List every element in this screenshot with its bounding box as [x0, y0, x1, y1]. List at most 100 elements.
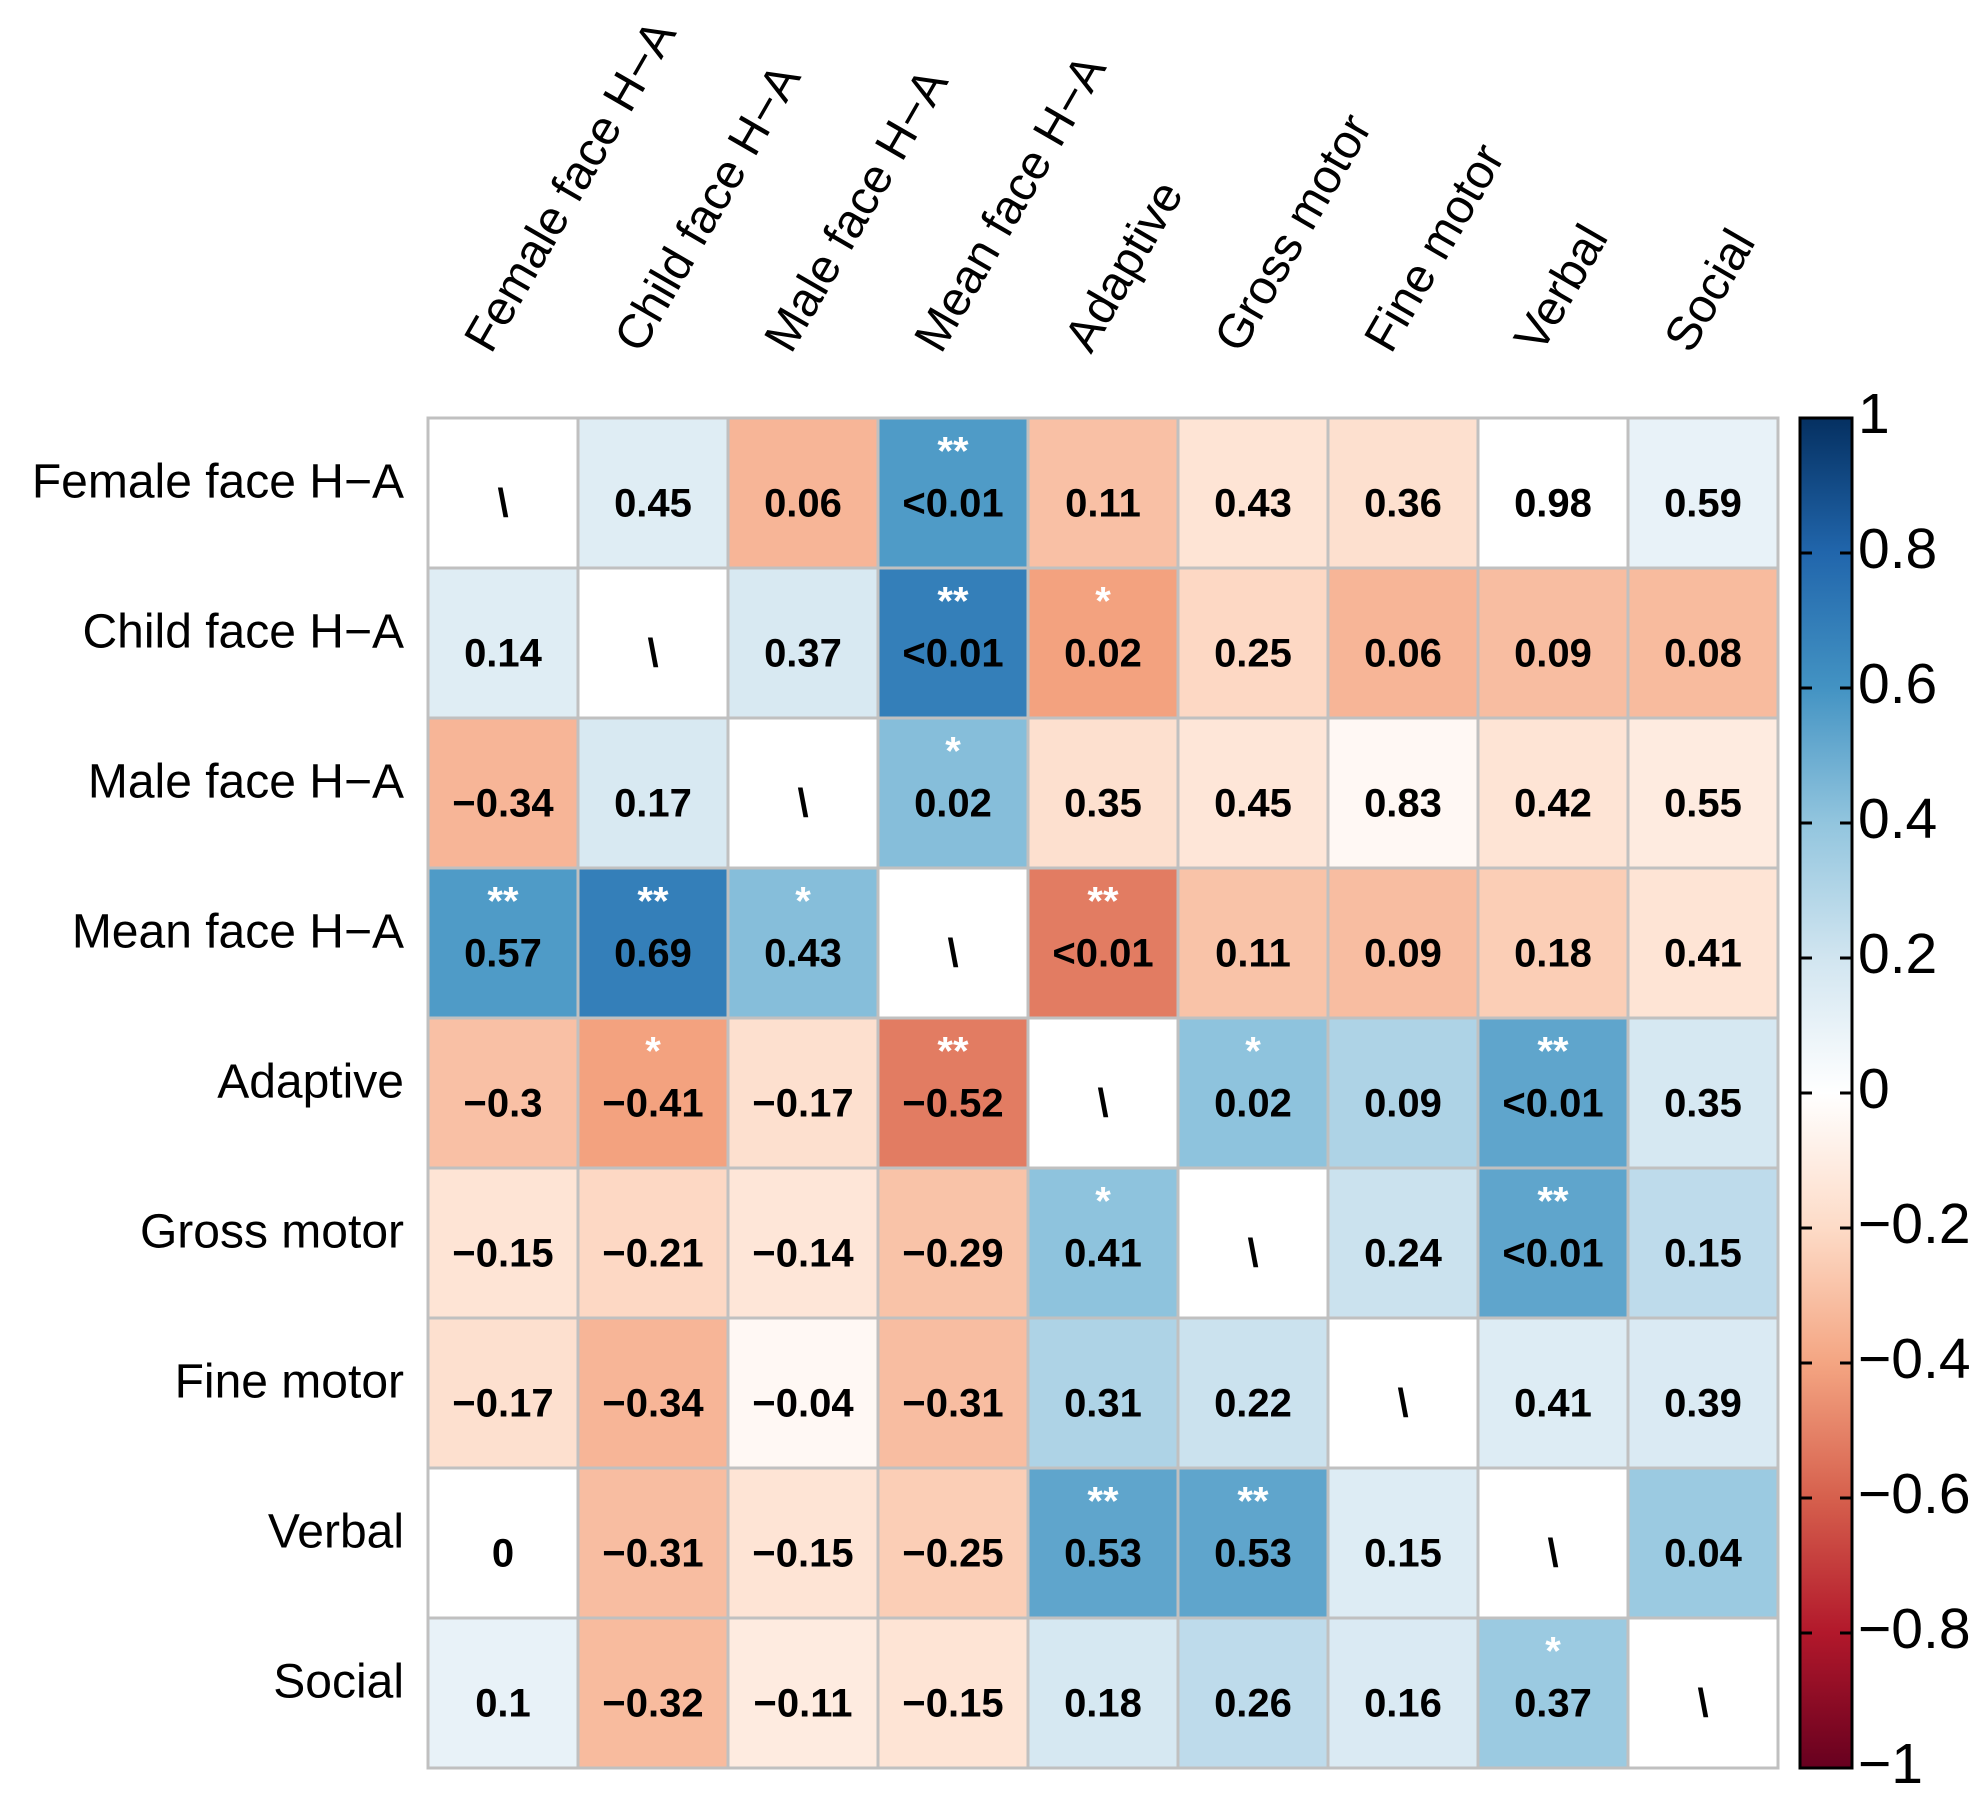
- cell: [876, 866, 1030, 1020]
- colorbar-tick-label: −0.4: [1858, 1327, 1971, 1391]
- cell: [1626, 1166, 1780, 1320]
- cell: [726, 1166, 880, 1320]
- cell-label: −0.21: [602, 1232, 703, 1276]
- cell: [1326, 1466, 1480, 1620]
- cell-label: \: [1097, 1082, 1108, 1126]
- row-label: Social: [273, 1656, 404, 1709]
- significance-mark: *: [1545, 1630, 1561, 1674]
- cell: [1176, 1016, 1330, 1170]
- colorbar-tick-label: 0.8: [1858, 517, 1937, 581]
- cell-label: 0.98: [1514, 482, 1592, 526]
- significance-mark: *: [645, 1030, 661, 1074]
- cell: [576, 716, 730, 870]
- cell-label: 0.15: [1364, 1532, 1442, 1576]
- cell: [426, 1616, 580, 1770]
- cell: [1026, 1616, 1180, 1770]
- cell: [1626, 866, 1780, 1020]
- cell: [1626, 1616, 1780, 1770]
- cell-label: 0.02: [1214, 1082, 1292, 1126]
- colorbar-tick-label: −0.2: [1858, 1192, 1971, 1256]
- significance-mark: *: [1095, 1180, 1111, 1224]
- cell: [426, 416, 580, 570]
- significance-mark: *: [945, 730, 961, 774]
- cell: [1026, 566, 1180, 720]
- significance-mark: **: [1537, 1030, 1569, 1074]
- cell-label: −0.3: [464, 1082, 543, 1126]
- cell-label: 0.37: [1514, 1682, 1592, 1726]
- significance-mark: **: [1237, 1480, 1269, 1524]
- colorbar-tick-label: −0.8: [1858, 1597, 1971, 1661]
- cell-label: 0.09: [1364, 932, 1442, 976]
- cell-label: −0.32: [602, 1682, 703, 1726]
- cell-label: 0.35: [1664, 1082, 1742, 1126]
- cell-label: −0.11: [753, 1682, 852, 1726]
- cell: [1326, 1616, 1480, 1770]
- cell: [426, 1166, 580, 1320]
- cell-label: 0.26: [1214, 1682, 1292, 1726]
- cell: [1476, 1166, 1630, 1320]
- significance-mark: *: [1095, 580, 1111, 624]
- cell-label: 0.45: [1214, 782, 1292, 826]
- cell: [726, 566, 880, 720]
- cell-label: 0.04: [1664, 1532, 1743, 1576]
- cell-label: 0.25: [1214, 632, 1292, 676]
- cell-label: \: [1247, 1232, 1258, 1276]
- cell-label: 0.06: [764, 482, 842, 526]
- cell-label: 0.24: [1364, 1232, 1443, 1276]
- row-label: Female face H−A: [32, 456, 404, 509]
- cell-label: \: [497, 482, 508, 526]
- cell-label: 0.14: [464, 632, 543, 676]
- cell-label: −0.15: [752, 1532, 853, 1576]
- significance-mark: **: [1537, 1180, 1569, 1224]
- cell-label: \: [947, 932, 958, 976]
- cell-label: 0.08: [1664, 632, 1742, 676]
- cell-label: −0.31: [902, 1382, 1003, 1426]
- cell: [576, 1166, 730, 1320]
- cell-label: 0.15: [1664, 1232, 1742, 1276]
- cell: [876, 1166, 1030, 1320]
- cell: [1026, 1316, 1180, 1470]
- cell: [726, 716, 880, 870]
- cell-label: 0.41: [1514, 1382, 1592, 1426]
- significance-mark: **: [1087, 880, 1119, 924]
- cell-label: 0.17: [614, 782, 692, 826]
- cell-label: 0: [492, 1532, 514, 1576]
- cell-label: −0.04: [752, 1382, 854, 1426]
- cell-label: 0.35: [1064, 782, 1142, 826]
- significance-mark: **: [487, 880, 519, 924]
- cell: [426, 1316, 580, 1470]
- colorbar-tick-label: 0.4: [1858, 787, 1937, 851]
- cell-label: 0.11: [1215, 932, 1291, 976]
- significance-mark: **: [937, 430, 969, 474]
- cell-label: 0.18: [1064, 1682, 1142, 1726]
- cell: [426, 1016, 580, 1170]
- cell: [426, 866, 580, 1020]
- cell: [576, 1316, 730, 1470]
- colorbar-tick-label: 1: [1858, 382, 1890, 446]
- cell-label: 0.41: [1064, 1232, 1142, 1276]
- cell-label: 0.22: [1214, 1382, 1292, 1426]
- cell-label: 0.02: [914, 782, 992, 826]
- cell: [1326, 566, 1480, 720]
- cell-label: 0.53: [1214, 1532, 1292, 1576]
- cell-label: 0.45: [614, 482, 692, 526]
- column-label: Fine motor: [1355, 135, 1516, 360]
- cell: [726, 1466, 880, 1620]
- cell: [876, 1466, 1030, 1620]
- cell-label: \: [647, 632, 658, 676]
- cell: [726, 1016, 880, 1170]
- cell-label: 0.55: [1664, 782, 1742, 826]
- cell-label: <0.01: [1502, 1232, 1603, 1276]
- significance-mark: **: [937, 1030, 969, 1074]
- cell-label: −0.17: [752, 1082, 853, 1126]
- cell-label: 0.36: [1364, 482, 1442, 526]
- cell: [1626, 1466, 1780, 1620]
- cell: [426, 716, 580, 870]
- cell-label: 0.59: [1664, 482, 1742, 526]
- cell-label: −0.17: [452, 1382, 553, 1426]
- significance-mark: *: [1245, 1030, 1261, 1074]
- cell-label: −0.14: [752, 1232, 854, 1276]
- cell-label: −0.25: [902, 1532, 1003, 1576]
- column-label: Adaptive: [1055, 172, 1194, 360]
- cell: [576, 416, 730, 570]
